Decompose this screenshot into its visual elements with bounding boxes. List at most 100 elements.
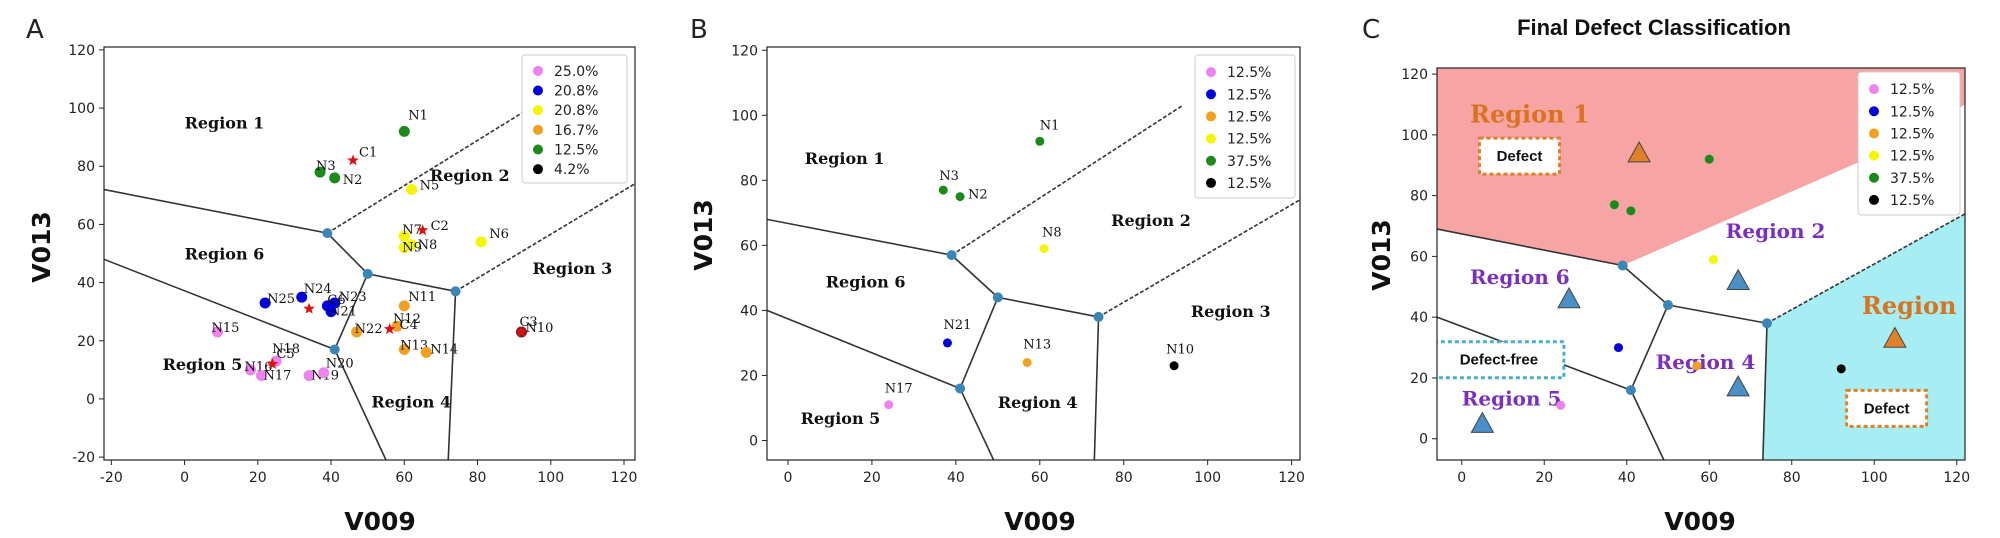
classification-box-label: Defect: [1864, 400, 1910, 417]
point-label: N6: [489, 227, 509, 242]
region-label: Region 6: [826, 273, 906, 292]
boundary-line: [1762, 323, 1768, 460]
data-point: [1626, 206, 1636, 216]
data-point: [351, 326, 363, 338]
legend-entry-label: 12.5%: [1890, 104, 1934, 120]
legend-entry-label: 20.8%: [554, 103, 598, 119]
point-label: N17: [885, 382, 913, 397]
x-tick-label: -20: [100, 470, 123, 486]
legend-marker: [1869, 106, 1879, 117]
x-tick-label: 0: [1457, 470, 1466, 486]
panel-c-plot: Region 1 Region 2 Region 3 Region 4 Region 5…: [1401, 67, 1970, 486]
x-tick-label: 60: [1700, 470, 1718, 486]
legend-entry-label: 12.5%: [1227, 176, 1271, 192]
region-vertex-marker: [329, 344, 340, 355]
x-tick-label: 100: [1194, 470, 1221, 486]
point-label: N13: [1023, 337, 1051, 352]
y-axis-label-b: V013: [689, 199, 718, 271]
point-label: N14: [430, 342, 458, 357]
boundary-line: [997, 296, 1099, 318]
y-tick-label: 60: [77, 217, 95, 233]
legend-marker: [1206, 89, 1216, 100]
region-label: Region 3: [532, 259, 612, 278]
boundary-line: [326, 232, 369, 275]
legend-marker: [533, 65, 543, 76]
boundary-line: [367, 273, 456, 293]
classification-box: [1478, 136, 1561, 176]
region-label: Region 2: [1111, 211, 1191, 230]
star-label: C3: [519, 315, 537, 330]
region-vertex-marker: [322, 228, 333, 239]
data-point: [318, 367, 330, 379]
y-tick-label: 20: [77, 334, 95, 350]
x-tick-label: 100: [1861, 470, 1888, 486]
legend-marker: [1869, 194, 1879, 205]
y-axis-label-c: V013: [1367, 219, 1396, 291]
classification-box: [1437, 340, 1566, 380]
legend-entry-label: 12.5%: [1227, 87, 1271, 103]
classification-box-label: Defect: [1497, 148, 1543, 165]
legend-entry-label: 12.5%: [554, 143, 598, 159]
region-vertex-marker: [1625, 385, 1636, 396]
boundary-line: [767, 309, 961, 390]
region-1-fill: [1437, 68, 1965, 266]
x-tick-label: 40: [322, 470, 340, 486]
x-tick-label: 40: [1618, 470, 1636, 486]
point-label: N10: [525, 321, 553, 336]
data-point: [398, 343, 410, 355]
point-label: N11: [408, 290, 436, 305]
region-vertex-marker: [450, 286, 461, 297]
region-label: Region 3: [1191, 302, 1271, 321]
legend-box: [521, 54, 628, 184]
star-marker: [383, 323, 396, 334]
boundary-line: [959, 297, 999, 389]
legend-entry-label: 12.5%: [1890, 149, 1934, 165]
star-marker: [266, 358, 279, 369]
x-tick-label: 20: [1535, 470, 1553, 486]
boundary-dashed-line: [1098, 199, 1300, 318]
point-label: N15: [212, 321, 240, 336]
star-marker: [347, 154, 359, 166]
triangle-marker: [1726, 375, 1750, 397]
legend-marker: [1206, 111, 1216, 122]
panel-letter-b: B: [690, 15, 708, 45]
region-vertex-marker: [946, 250, 957, 261]
x-tick-label: 80: [1115, 470, 1133, 486]
region-vertex-marker: [362, 268, 373, 279]
triangle-marker: [1627, 141, 1651, 163]
data-point: [259, 297, 271, 309]
region-label: Region 4: [371, 393, 451, 412]
point-label: N10: [1166, 343, 1194, 358]
point-label: C6: [327, 293, 345, 308]
legend-marker: [1869, 128, 1879, 139]
data-point: [321, 300, 333, 312]
region-label: Region 4: [1656, 350, 1756, 374]
plot-frame: [766, 46, 1301, 461]
boundary-dashed-line: [951, 104, 1183, 256]
x-tick-label: 80: [1783, 470, 1801, 486]
x-axis-label-a: V009: [344, 507, 416, 536]
data-point: [884, 400, 894, 410]
x-tick-label: 60: [1031, 470, 1049, 486]
y-tick-label: 120: [1401, 67, 1428, 83]
y-tick-label: 100: [1401, 128, 1428, 144]
legend-box: [1857, 71, 1961, 216]
region-vertex-marker: [1617, 260, 1628, 271]
boundary-line: [333, 273, 369, 350]
legend-marker: [1206, 67, 1216, 78]
region-label: Region 1: [1470, 100, 1590, 129]
boundary-dashed-line: [326, 110, 526, 234]
legend-marker: [1869, 84, 1879, 95]
star-marker: [515, 326, 528, 337]
data-point: [406, 184, 418, 196]
data-point: [314, 166, 326, 178]
y-axis-label-a: V013: [27, 211, 56, 283]
point-label: N22: [355, 322, 383, 337]
y-tick-label: 100: [731, 108, 758, 124]
star-label: C5: [276, 347, 294, 362]
x-tick-label: 60: [395, 470, 413, 486]
region-vertex-marker: [1663, 300, 1673, 311]
boundary-line: [1667, 304, 1768, 325]
point-label: N2: [968, 188, 988, 203]
